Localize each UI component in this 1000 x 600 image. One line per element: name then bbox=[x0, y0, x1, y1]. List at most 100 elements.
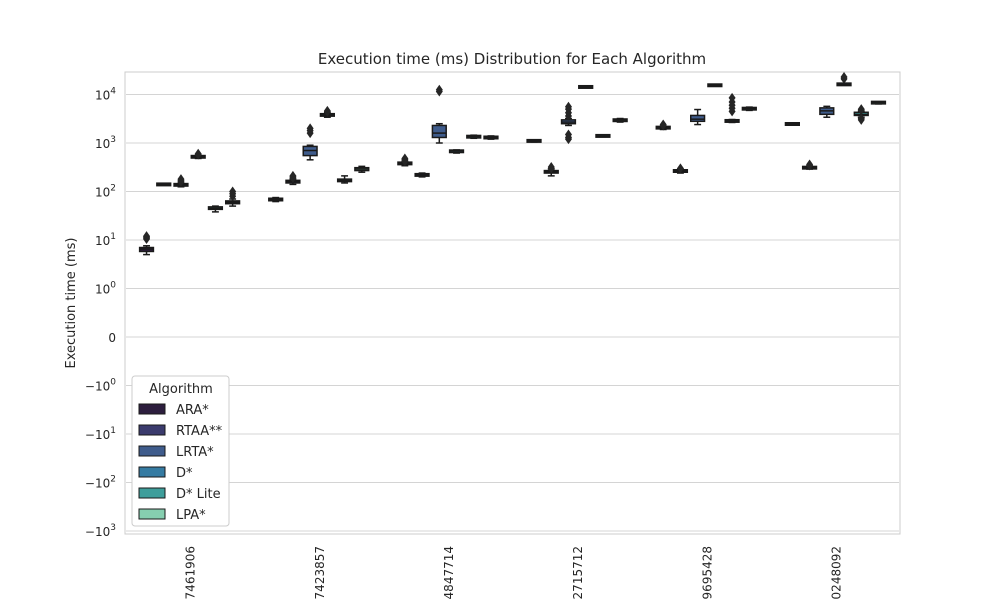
outlier-marker bbox=[289, 170, 297, 181]
y-tick-exponent: 0 bbox=[110, 281, 116, 291]
y-tick-label: −102 bbox=[85, 475, 116, 491]
outlier-marker bbox=[194, 148, 202, 159]
box-lpa- bbox=[612, 117, 628, 123]
box-d- bbox=[448, 149, 465, 154]
box-lrta- bbox=[173, 174, 189, 188]
box-d- bbox=[578, 84, 594, 89]
y-tick-label: −101 bbox=[85, 426, 116, 442]
x-tick-label: 0248092 bbox=[829, 546, 843, 599]
grid bbox=[126, 94, 899, 532]
legend-label: ARA* bbox=[176, 403, 209, 418]
y-tick-base: 10 bbox=[95, 89, 110, 103]
x-tick-label: 2715712 bbox=[571, 546, 585, 599]
box-d- bbox=[836, 71, 852, 87]
outlier-marker bbox=[564, 129, 572, 140]
box-rtaa- bbox=[156, 182, 172, 187]
legend-label: D* bbox=[176, 466, 193, 481]
box-lpa- bbox=[225, 186, 241, 207]
box-rtaa- bbox=[414, 172, 430, 178]
outlier-marker bbox=[177, 174, 185, 185]
outlier-marker bbox=[728, 92, 736, 103]
box-ara- bbox=[655, 119, 671, 131]
y-tick-exponent: 0 bbox=[110, 378, 116, 388]
legend-label: D* Lite bbox=[176, 487, 221, 502]
box-lpa- bbox=[741, 106, 757, 112]
box-lpa- bbox=[870, 100, 887, 105]
y-tick-label: 102 bbox=[95, 184, 116, 200]
box-ara- bbox=[397, 153, 413, 167]
y-tick-base: 0 bbox=[108, 331, 116, 345]
y-tick-base: 10 bbox=[95, 186, 110, 200]
y-tick-base: 10 bbox=[95, 477, 110, 491]
x-tick-label: 7423857 bbox=[313, 546, 327, 599]
y-tick-exponent: 2 bbox=[110, 184, 116, 194]
legend-swatch bbox=[138, 445, 166, 457]
box-rtaa- bbox=[801, 159, 818, 171]
y-tick-label: 101 bbox=[95, 232, 116, 248]
y-tick-base: 10 bbox=[95, 137, 110, 151]
y-tick-exponent: 1 bbox=[110, 426, 116, 436]
x-ticks: 7461906 7423857 4847714 2715712 9695428 02480… bbox=[184, 546, 844, 599]
legend-swatch bbox=[138, 466, 166, 478]
legend-title: Algorithm bbox=[149, 382, 213, 397]
box-rtaa- bbox=[543, 162, 559, 177]
outlier-marker bbox=[435, 84, 443, 95]
box-d-lite bbox=[336, 175, 353, 184]
y-tick-exponent: 3 bbox=[110, 523, 116, 533]
y-tick-base: − bbox=[85, 525, 95, 539]
y-tick-label: 0 bbox=[108, 331, 116, 345]
y-tick-exponent: 2 bbox=[110, 475, 116, 485]
chart-title: Execution time (ms) Distribution for Eac… bbox=[318, 50, 706, 68]
outlier-marker bbox=[306, 123, 314, 134]
outlier-marker bbox=[857, 113, 865, 124]
outlier-marker bbox=[564, 101, 572, 112]
outlier-marker bbox=[676, 163, 684, 174]
outlier-marker bbox=[143, 231, 151, 242]
y-tick-label: 100 bbox=[95, 281, 116, 297]
y-tick-base: − bbox=[85, 477, 95, 491]
legend-swatch bbox=[138, 487, 166, 499]
y-axis-title: Execution time (ms) bbox=[64, 237, 79, 368]
legend-swatch bbox=[138, 424, 166, 436]
box-body bbox=[431, 124, 447, 139]
x-tick-label: 7461906 bbox=[184, 546, 198, 599]
y-tick-exponent: 4 bbox=[110, 87, 116, 97]
box-body bbox=[690, 114, 706, 123]
y-tick-base: 10 bbox=[95, 283, 110, 297]
outlier-marker bbox=[547, 162, 555, 173]
box-d-lite bbox=[853, 104, 869, 125]
x-tick-label: 9695428 bbox=[700, 546, 714, 599]
legend-label: RTAA** bbox=[176, 424, 223, 439]
box-ara- bbox=[784, 121, 801, 126]
box-d-lite bbox=[207, 205, 224, 213]
legend-label: LPA* bbox=[176, 508, 206, 523]
outlier-marker bbox=[401, 153, 409, 164]
box-ara- bbox=[138, 231, 155, 256]
box-ara- bbox=[268, 196, 284, 203]
box-lrta- bbox=[690, 108, 706, 126]
box-d-lite bbox=[595, 133, 611, 138]
box-d-lite bbox=[466, 134, 482, 140]
box-lrta- bbox=[819, 105, 835, 118]
box-lrta- bbox=[302, 123, 318, 161]
y-tick-label: 104 bbox=[95, 87, 116, 103]
boxes bbox=[138, 71, 887, 256]
legend-swatch bbox=[138, 508, 166, 520]
box-lrta- bbox=[560, 101, 577, 145]
y-tick-base: − bbox=[85, 380, 95, 394]
y-tick-base: 10 bbox=[95, 234, 110, 248]
y-tick-exponent: 3 bbox=[110, 135, 116, 145]
box-ara- bbox=[526, 138, 542, 143]
outlier-marker bbox=[229, 186, 237, 197]
box-d- bbox=[319, 105, 336, 118]
box-rtaa- bbox=[672, 163, 689, 174]
box-lpa- bbox=[354, 165, 370, 173]
y-tick-label: −103 bbox=[85, 523, 116, 539]
box-d- bbox=[190, 148, 206, 160]
box-lrta- bbox=[431, 84, 447, 144]
outlier-marker bbox=[857, 104, 865, 115]
y-tick-base: 10 bbox=[95, 380, 110, 394]
